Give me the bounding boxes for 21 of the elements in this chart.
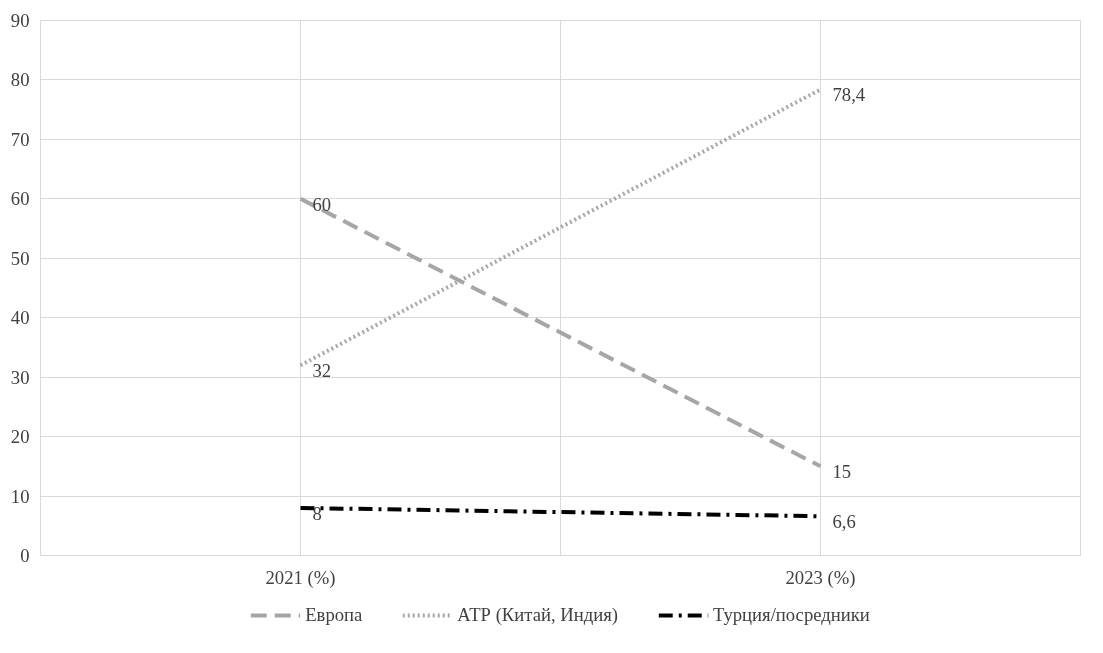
- y-tick-label: 0: [20, 545, 30, 566]
- y-tick-label: 30: [10, 366, 30, 388]
- data-label: 32: [312, 360, 332, 382]
- y-tick-label: 90: [10, 10, 30, 31]
- y-tick-label: 40: [10, 307, 30, 329]
- data-label: 78,4: [832, 84, 866, 106]
- data-label: 6,6: [832, 511, 856, 533]
- y-tick-label: 50: [10, 247, 30, 269]
- x-tick-label: 2021 (%): [265, 566, 336, 589]
- legend-label: Европа: [305, 604, 363, 626]
- y-tick-label: 80: [10, 69, 30, 91]
- data-label: 8: [312, 502, 322, 524]
- legend-label: Турция/посредники: [712, 604, 870, 626]
- y-tick-label: 20: [10, 426, 30, 448]
- y-tick-label: 10: [10, 485, 30, 507]
- data-label: 15: [832, 461, 852, 483]
- y-tick-label: 60: [10, 188, 30, 210]
- y-tick-label: 70: [10, 128, 30, 150]
- data-label: 60: [312, 193, 332, 215]
- x-tick-label: 2023 (%): [785, 566, 856, 589]
- legend-label: АТР (Китай, Индия): [457, 604, 618, 626]
